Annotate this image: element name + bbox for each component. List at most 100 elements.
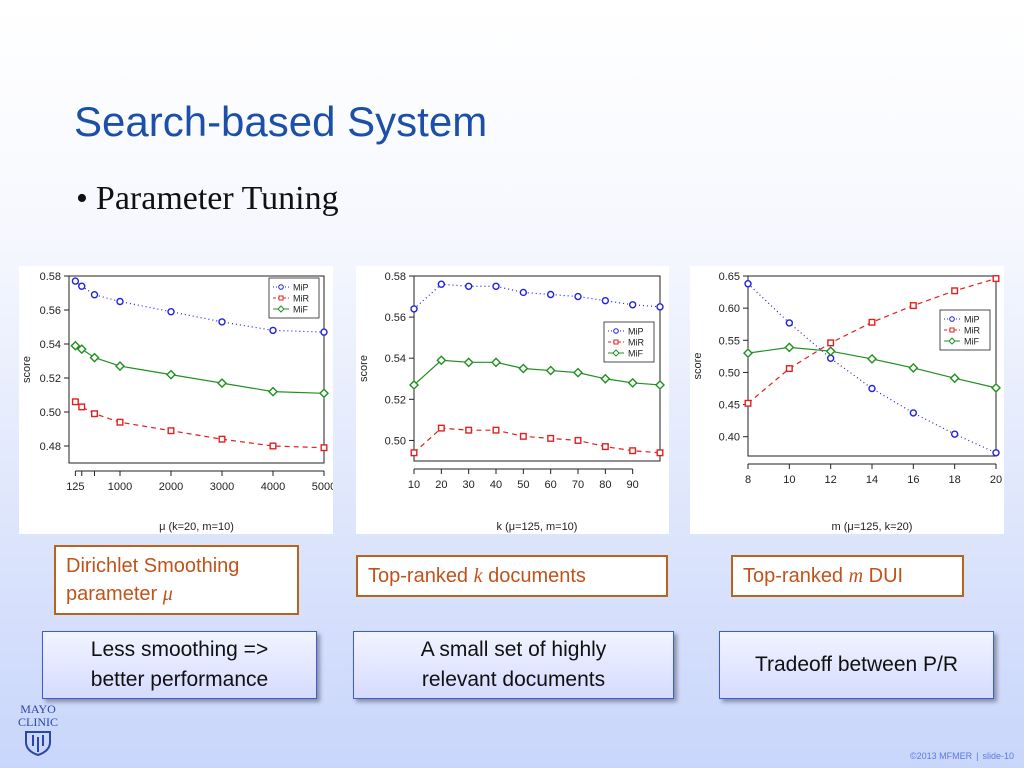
x-tick-label: 20 [435,479,447,491]
note-less-smoothing-text: Less smoothing => better performance [91,635,268,695]
x-axis-label: m (μ=125, k=20) [832,521,913,533]
point-mir [519,432,527,440]
point-mir [71,398,79,406]
point-mif [268,386,278,397]
footer-slide-number: slide-10 [982,751,1014,761]
legend-label: MiR [293,294,309,304]
point-mip [218,318,226,326]
y-tick-label: 0.56 [40,305,61,317]
y-tick-label: 0.55 [719,335,740,347]
point-mir [744,399,752,407]
point-mif [991,382,1001,393]
chart-panel-m: 0.40 0.45 0.50 0.55 0.60 0.65 score 8 10 12 14 16 18… [690,266,1004,534]
point-mif [867,353,877,364]
y-tick-label: 0.56 [385,312,406,324]
point-mir [167,427,175,435]
legend-label: MiP [293,283,309,293]
x-tick-label: 40 [490,479,502,491]
point-mif [463,357,474,368]
bullet-text: Parameter Tuning [95,180,339,217]
point-mif [409,379,419,390]
point-mif [600,373,611,384]
point-mip [320,328,328,336]
legend-box [268,277,320,319]
point-mir [868,318,876,326]
series-line-mif [747,346,997,389]
x-axis-label: k (μ=125, m=10) [497,521,578,533]
bullet-dot: • [76,180,88,217]
series-line-mip [747,283,997,454]
caption-top-k-pre: Top-ranked [368,565,474,587]
plot-frame [68,275,325,464]
y-tick-label: 0.50 [40,407,61,419]
legend-label: MiF [964,337,979,347]
plot-frame [747,275,997,457]
point-mir [992,275,1000,283]
point-mip [868,384,876,393]
point-mir [909,302,917,310]
point-mip [116,297,124,306]
x-tick-label: 60 [545,479,557,491]
legend-marker [613,339,619,345]
x-tick-label: 3000 [210,481,234,493]
legend-marker [613,328,619,334]
point-mif [908,362,919,373]
point-mip [269,326,277,335]
caption-top-m-var: m [848,565,864,587]
legend-marker [277,305,285,313]
point-mir [601,443,609,451]
x-tick-label: 10 [783,474,795,486]
legend-label: MiP [628,327,644,337]
caption-dirichlet-line2: parameter μ [66,580,287,608]
point-mir [951,287,959,295]
y-tick-label: 0.50 [719,367,740,379]
point-mir [218,435,226,443]
point-mir [78,403,86,411]
point-mir [320,444,328,452]
chart-panel-k: 0.50 0.52 0.54 0.56 0.58 score 10 20 30 40 50 60 70 8… [356,266,669,534]
chart-k: 0.50 0.52 0.54 0.56 0.58 score 10 20 30 40 50 60 70 8… [358,271,665,533]
x-tick-label: 12 [825,474,837,486]
caption-dirichlet-line1: Dirichlet Smoothing [66,555,240,577]
point-mir [656,449,664,457]
note-tradeoff: Tradeoff between P/R [719,631,994,699]
plot-frame [413,275,661,462]
point-mif [655,379,665,390]
x-tick-label: 2000 [159,481,183,493]
note-less-smoothing: Less smoothing => better performance [42,631,317,699]
series-line-mif [75,345,325,394]
y-tick-label: 0.58 [385,271,406,283]
note-less-smoothing-line2: better performance [90,668,269,691]
caption-top-k: Top-ranked k documents [356,555,668,597]
point-mif [115,361,125,372]
caption-dirichlet-text: parameter [66,583,163,605]
y-axis-label: score [692,353,704,380]
legend-marker [278,284,284,290]
series-line-mir [75,401,325,449]
caption-top-k-var: k [473,565,483,587]
point-mip [519,288,528,297]
note-small-set: A small set of highly relevant documents [353,631,674,699]
point-mip [78,282,86,290]
point-mir [785,365,793,373]
series-line-mip [75,280,325,333]
point-mif [76,344,87,355]
y-tick-label: 0.52 [40,373,61,385]
x-tick-label: 30 [463,479,475,491]
caption-top-m-pre: Top-ranked [743,565,849,587]
point-mif [825,346,836,357]
x-tick-label: 16 [907,474,919,486]
shield-icon [25,731,51,756]
point-mif [545,365,556,376]
note-small-set-line1: A small set of highly [420,638,607,661]
point-mip [71,277,80,285]
point-mip [950,430,959,438]
point-mir [465,426,473,434]
point-mip [410,305,418,313]
point-mip [744,280,752,288]
legend-marker [949,327,955,333]
x-tick-label: 5000 [312,481,333,493]
point-mip [90,291,99,299]
point-mif [436,355,447,366]
x-tick-label: 4000 [261,481,285,493]
